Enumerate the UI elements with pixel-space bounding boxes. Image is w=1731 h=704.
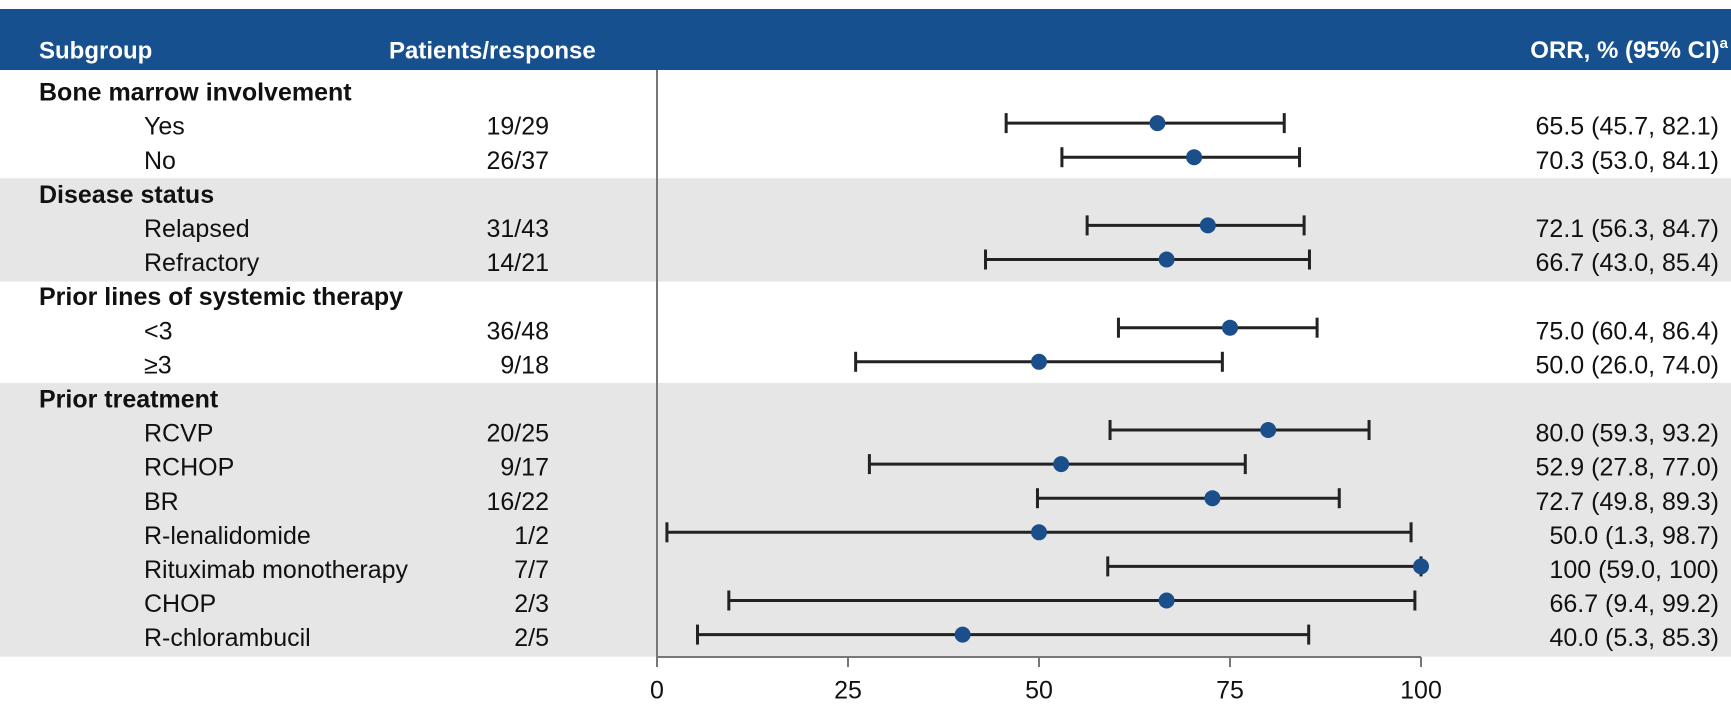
patients: 1/2 — [514, 522, 549, 550]
point — [1204, 490, 1221, 507]
point — [1031, 353, 1047, 370]
group-label: Prior lines of systemic therapy — [39, 283, 403, 311]
x-tick-label: 100 — [1400, 677, 1442, 704]
orr-label: 40.0 (5.3, 85.3) — [1549, 624, 1719, 652]
x-tick-label: 25 — [834, 677, 862, 704]
point — [1186, 149, 1203, 166]
orr-header-text: ORR, % (95% CI) — [1530, 37, 1719, 64]
orr-label: 80.0 (59.3, 93.2) — [1536, 420, 1719, 448]
patients: 16/22 — [486, 488, 549, 516]
patients: 7/7 — [514, 556, 549, 584]
point — [1413, 558, 1429, 575]
row-label: Relapsed — [144, 215, 250, 243]
patients: 9/17 — [500, 454, 549, 482]
group-label: Disease status — [39, 181, 214, 209]
orr-header: ORR, % (95% CI)a — [1530, 35, 1728, 64]
row-label: CHOP — [144, 590, 216, 618]
row-label: R-lenalidomide — [144, 522, 311, 550]
patients: 14/21 — [486, 249, 549, 277]
point — [1199, 217, 1216, 234]
patients: 19/29 — [486, 113, 549, 141]
orr-label: 66.7 (43.0, 85.4) — [1536, 249, 1719, 277]
orr-label: 100 (59.0, 100) — [1549, 556, 1719, 584]
point — [1222, 319, 1238, 336]
x-tick-label: 0 — [650, 677, 664, 704]
row-label: <3 — [144, 317, 173, 345]
patients-header: Patients/response — [389, 37, 596, 64]
patients: 2/5 — [514, 624, 549, 652]
point — [1260, 422, 1277, 438]
row-label: Yes — [144, 113, 185, 141]
point — [954, 626, 971, 643]
group-band — [0, 382, 1731, 657]
footnote-marker: a — [1720, 35, 1729, 52]
patients: 26/37 — [486, 147, 549, 175]
row-label: RCVP — [144, 420, 213, 448]
orr-label: 50.0 (1.3, 98.7) — [1549, 522, 1719, 550]
point — [1158, 592, 1175, 609]
subgroup-header: Subgroup — [39, 37, 152, 64]
patients: 20/25 — [486, 420, 549, 448]
orr-label: 52.9 (27.8, 77.0) — [1536, 454, 1719, 482]
group-band — [0, 178, 1731, 282]
patients: 9/18 — [500, 351, 549, 379]
bands — [0, 178, 1731, 657]
row-label: RCHOP — [144, 454, 234, 482]
x-tick-label: 50 — [1025, 677, 1053, 704]
row-label: ≥3 — [144, 351, 172, 379]
patients: 31/43 — [486, 215, 549, 243]
point — [1158, 251, 1175, 268]
x-tick-label: 75 — [1216, 677, 1244, 704]
orr-label: 75.0 (60.4, 86.4) — [1536, 317, 1719, 345]
row-label: Refractory — [144, 249, 260, 277]
patients: 2/3 — [514, 590, 549, 618]
row-label: Rituximab monotherapy — [144, 556, 409, 584]
header-bar — [0, 9, 1731, 70]
orr-label: 66.7 (9.4, 99.2) — [1549, 590, 1719, 618]
point — [1149, 115, 1166, 132]
orr-label: 72.1 (56.3, 84.7) — [1536, 215, 1719, 243]
orr-label: 72.7 (49.8, 89.3) — [1536, 488, 1719, 516]
patients: 36/48 — [486, 317, 549, 345]
row-label: No — [144, 147, 176, 175]
orr-label: 70.3 (53.0, 84.1) — [1536, 147, 1719, 175]
group-label: Bone marrow involvement — [39, 79, 352, 107]
orr-label: 50.0 (26.0, 74.0) — [1536, 351, 1719, 379]
point — [1031, 524, 1047, 541]
point — [1053, 456, 1070, 473]
row-label: R-chlorambucil — [144, 624, 311, 652]
group-label: Prior treatment — [39, 386, 219, 414]
row-label: BR — [144, 488, 179, 516]
orr-label: 65.5 (45.7, 82.1) — [1536, 113, 1719, 141]
